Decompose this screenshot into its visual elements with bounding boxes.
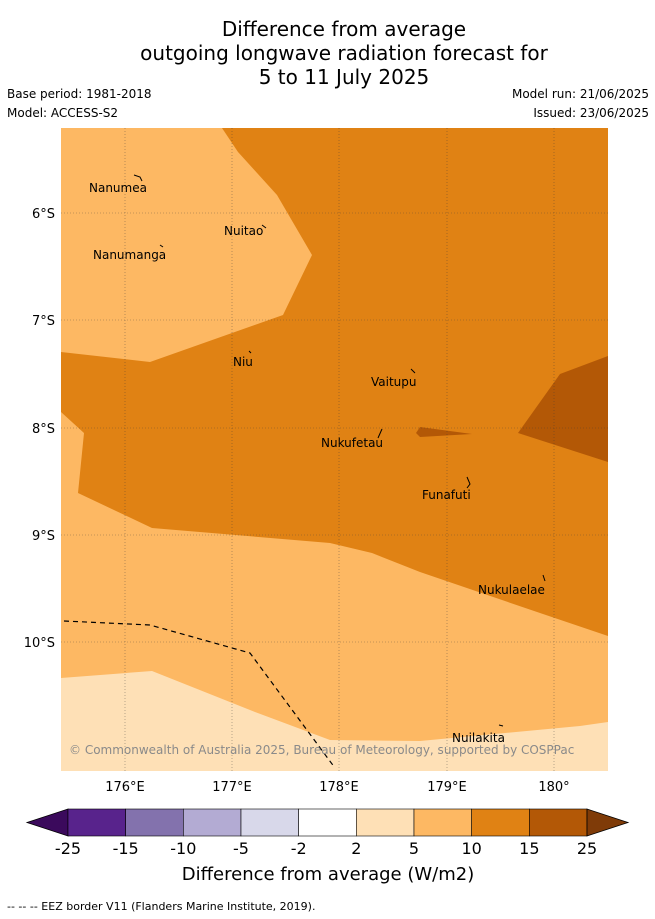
lat-tick-10s: 10°S [24,636,55,651]
olr-anomaly-map: Nanumea Nuitao Nanumanga Niu Vaitupu Nuk… [24,128,630,885]
colorbar-title: Difference from average (W/m2) [182,864,474,885]
place-nuilakita: Nuilakita [452,731,505,745]
title-line-3: 5 to 11 July 2025 [258,65,430,89]
title-line-2: outgoing longwave radiation forecast for [140,41,548,65]
model-run: Model run: 21/06/2025 [511,87,649,101]
colorbar-tick-label: -10 [170,839,196,858]
colorbar-tick-label: -25 [55,839,81,858]
island-markers [133,174,546,727]
lat-tick-9s: 9°S [32,529,55,544]
colorbar-swatch [356,808,415,837]
copyright-notice: © Commonwealth of Australia 2025, Bureau… [69,743,574,757]
place-funafuti: Funafuti [422,488,471,502]
colorbar-swatch [240,808,299,837]
base-period: Base period: 1981-2018 [7,87,152,101]
fill-band-15-25-east [518,356,608,462]
place-nuitao: Nuitao [224,224,263,238]
fill-band-15-25-central [416,427,472,437]
colorbar-swatch [529,808,588,837]
colorbar-tick-label: 2 [351,839,361,858]
contour-fills [61,128,608,771]
colorbar-swatch [125,808,184,837]
lat-tick-6s: 6°S [32,207,55,222]
lat-tick-8s: 8°S [32,422,55,437]
eez-border-line [63,620,336,769]
colorbar-tick-label: 10 [461,839,481,858]
model-name: Model: ACCESS-S2 [7,106,119,120]
colorbar-tick-label: 25 [577,839,597,858]
place-nanumea: Nanumea [89,181,147,195]
place-nukulaelae: Nukulaelae [478,583,545,597]
colorbar-tick-label: -2 [291,839,307,858]
colorbar-swatch [413,808,472,837]
lat-tick-7s: 7°S [32,314,55,329]
colorbar-swatch [67,808,126,837]
colorbar: -25 -15 -10 -5 -2 2 5 10 15 25 [25,808,630,858]
place-nanumanga: Nanumanga [93,248,166,262]
lon-tick-177e: 177°E [212,780,252,795]
colorbar-swatch [298,808,357,837]
colorbar-swatch [183,808,242,837]
place-vaitupu: Vaitupu [371,375,417,389]
title-line-1: Difference from average [221,17,467,41]
colorbar-tick-label: 15 [519,839,539,858]
place-nukufetau: Nukufetau [321,436,383,450]
lon-tick-176e: 176°E [105,780,145,795]
colorbar-tick-label: 5 [409,839,419,858]
lon-tick-179e: 179°E [427,780,467,795]
lon-tick-180: 180° [538,780,569,795]
place-niu: Niu [233,355,253,369]
eez-legend-note: -- -- -- EEZ border V11 (Flanders Marine… [7,900,316,913]
colorbar-swatch [471,808,530,837]
colorbar-arrow-high [586,808,630,837]
colorbar-tick-label: -5 [233,839,249,858]
issued-date: Issued: 23/06/2025 [533,106,649,120]
colorbar-tick-label: -15 [113,839,139,858]
fill-band-10-15 [61,128,608,636]
lon-tick-178e: 178°E [319,780,359,795]
map-gridlines [61,128,608,771]
colorbar-arrow-low [25,808,69,837]
